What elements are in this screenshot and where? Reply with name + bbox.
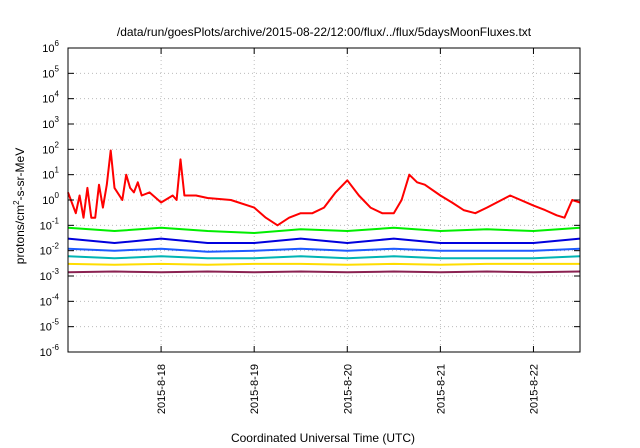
series-line xyxy=(67,226,581,234)
y-tick-label: 105 xyxy=(42,64,59,80)
series-line xyxy=(67,255,581,260)
y-tick-label: 106 xyxy=(42,39,59,55)
series-line xyxy=(67,262,580,266)
x-tick-label: 2015-8-21 xyxy=(435,364,447,414)
y-tick-label: 101 xyxy=(42,166,59,182)
x-tick-label: 2015-8-20 xyxy=(342,364,354,414)
y-tick-label: 10-6 xyxy=(40,343,60,359)
y-tick-label: 102 xyxy=(42,140,59,156)
series-line xyxy=(67,270,581,274)
x-tick-label: 2015-8-19 xyxy=(249,364,261,414)
series-line xyxy=(67,149,581,227)
y-tick-label: 10-3 xyxy=(40,267,60,283)
chart-title: /data/run/goesPlots/archive/2015-08-22/1… xyxy=(117,25,532,39)
y-tick-label: 10-1 xyxy=(40,216,60,232)
y-tick-label: 104 xyxy=(42,90,59,106)
y-axis-label: protons/cm2-s-sr-MeV xyxy=(12,148,27,264)
series-line xyxy=(67,247,581,253)
y-tick-label: 10-4 xyxy=(40,292,60,308)
y-tick-label: 10-5 xyxy=(40,318,60,334)
x-tick-label: 2015-8-22 xyxy=(528,364,540,414)
x-tick-label: 2015-8-18 xyxy=(156,364,168,414)
x-axis-label: Coordinated Universal Time (UTC) xyxy=(231,431,415,445)
y-tick-label: 100 xyxy=(42,191,59,207)
series-line xyxy=(67,237,581,244)
y-tick-label: 10-2 xyxy=(40,242,60,258)
series-layer xyxy=(67,149,581,274)
y-tick-label: 103 xyxy=(42,115,59,131)
axis-ticks: 10-6 10-5 10-4 10-3 10-2 10-1 100 101 102 103 104 1… xyxy=(40,39,580,414)
